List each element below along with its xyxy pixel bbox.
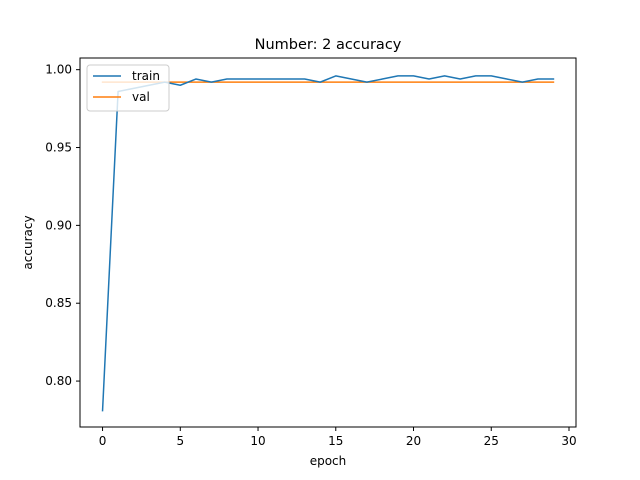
x-axis: 0 5 10 15 20 25 30 — [99, 427, 577, 448]
x-tick-label: 15 — [328, 434, 343, 448]
y-tick-label: 0.90 — [45, 218, 72, 232]
y-tick-label: 0.95 — [45, 141, 72, 155]
series-line-train — [101, 75, 555, 412]
x-tick-label: 10 — [250, 434, 265, 448]
y-tick-label: 0.85 — [45, 296, 72, 310]
x-tick-label: 20 — [406, 434, 421, 448]
legend-label-train: train — [132, 69, 160, 83]
x-tick-label: 30 — [561, 434, 576, 448]
chart-title: Number: 2 accuracy — [255, 37, 402, 53]
legend: train val — [86, 64, 170, 112]
x-tick-label: 25 — [484, 434, 499, 448]
plot-area — [79, 57, 577, 428]
series-layer — [101, 75, 555, 412]
y-axis-label: accuracy — [21, 215, 35, 269]
y-tick-label: 1.00 — [45, 63, 72, 77]
x-axis-label: epoch — [310, 454, 347, 468]
y-axis: 0.80 0.85 0.90 0.95 1.00 — [45, 63, 80, 388]
y-tick-label: 0.80 — [45, 374, 72, 388]
legend-label-val: val — [132, 90, 150, 104]
plot-background — [80, 58, 576, 427]
x-tick-label: 0 — [99, 434, 107, 448]
plot-frame — [79, 57, 577, 428]
x-tick-label: 5 — [176, 434, 184, 448]
